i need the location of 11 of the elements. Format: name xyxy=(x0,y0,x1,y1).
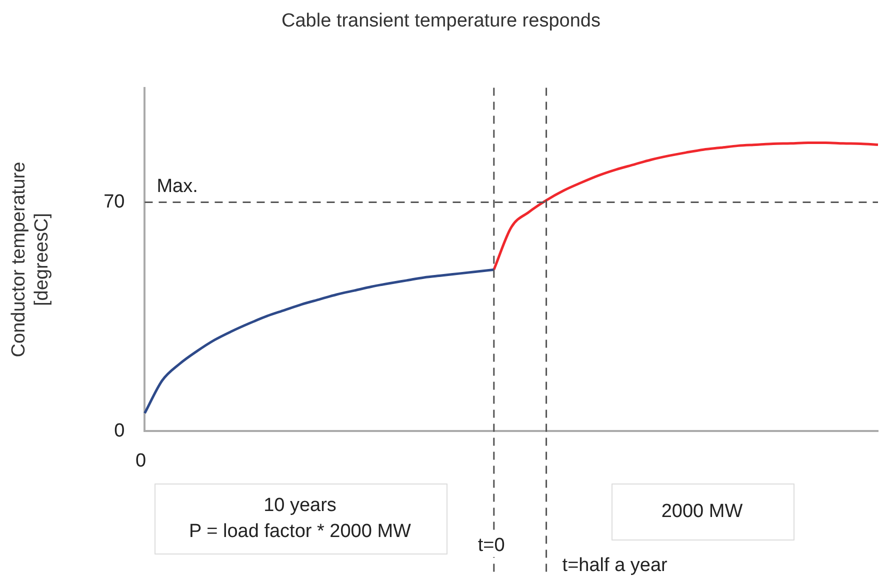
line-series xyxy=(143,268,496,414)
y-axis-title: Conductor temperature [degreesC] xyxy=(8,162,52,358)
text: 10 years P = load factor * 2000 MW xyxy=(189,495,412,542)
text: t=half a year xyxy=(562,555,668,576)
ref-line-label: Max. xyxy=(156,176,198,197)
text: 2000 MW xyxy=(661,501,743,522)
line-series xyxy=(492,141,880,271)
chart-title: Cable transient temperature responds xyxy=(282,10,600,32)
text: t=0 xyxy=(478,535,505,556)
text: 0 xyxy=(135,450,146,472)
y-tick-label: 70 xyxy=(104,192,125,212)
